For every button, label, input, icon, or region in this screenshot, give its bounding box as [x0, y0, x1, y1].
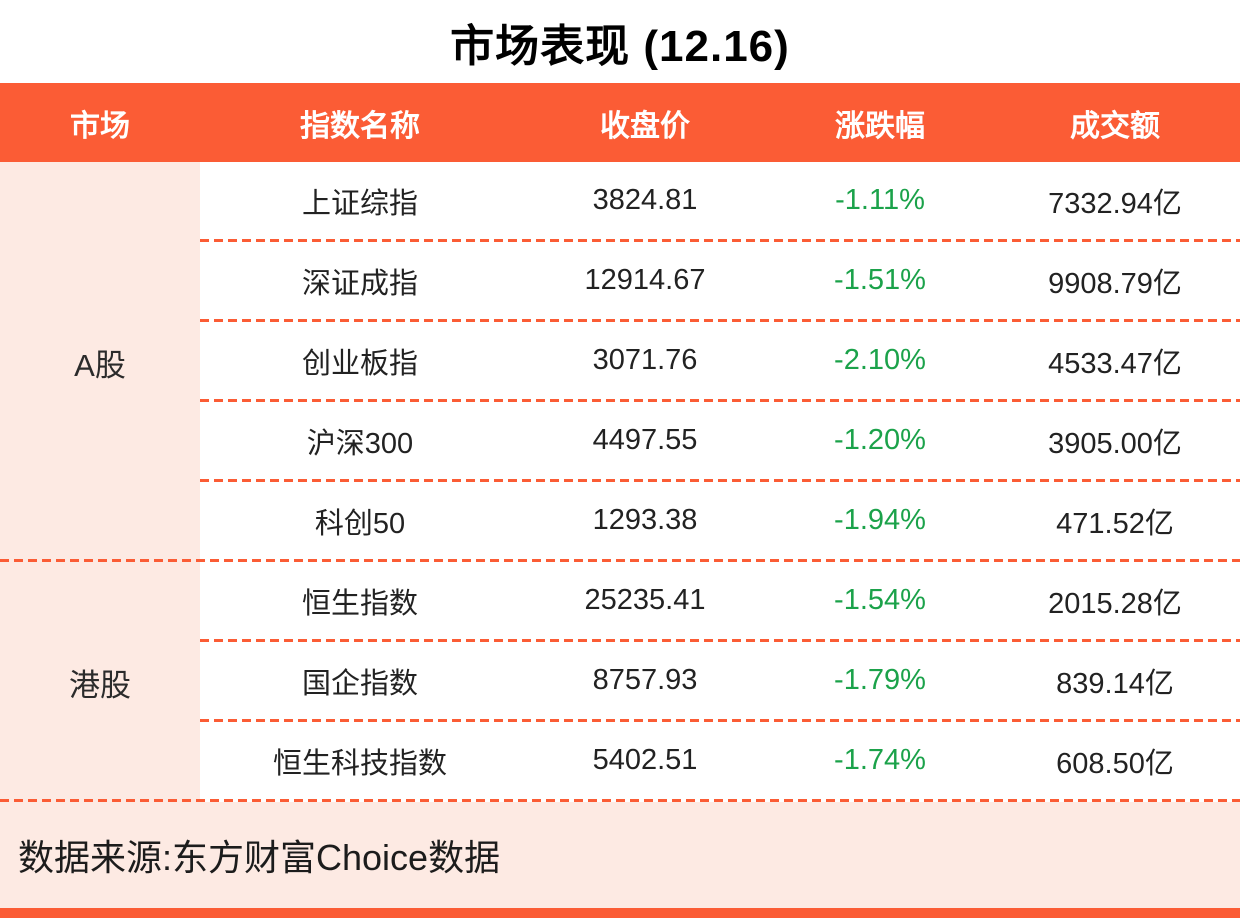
change-percent: -1.74% [834, 744, 926, 776]
market-group-hk-shares: 港股 恒生指数 25235.41 -1.54% 2015.28亿 国企指数 87… [0, 562, 1240, 802]
close-price: 4497.55 [592, 424, 698, 456]
row-divider [200, 719, 1240, 722]
change-percent: -2.10% [834, 344, 926, 376]
turnover: 3905.00亿 [1048, 427, 1182, 460]
index-name: 上证综指 [301, 187, 418, 220]
market-group-a-shares: A股 上证综指 3824.81 -1.11% 7332.94亿 深证成指 129… [0, 162, 1240, 562]
turnover: 4533.47亿 [1048, 347, 1182, 380]
row-divider [200, 239, 1240, 242]
turnover: 839.14亿 [1056, 667, 1174, 700]
change-percent: -1.51% [834, 264, 926, 296]
market-label: 港股 [0, 562, 200, 802]
group-divider [0, 559, 1240, 562]
data-source-text: 数据来源:东方财富Choice数据 [18, 837, 501, 878]
header-market: 市场 [70, 109, 130, 143]
row-divider [200, 399, 1240, 402]
change-percent: -1.54% [834, 584, 926, 616]
turnover: 9908.79亿 [1048, 267, 1182, 300]
table-row: 上证综指 3824.81 -1.11% 7332.94亿 [200, 162, 1240, 239]
group-divider [0, 799, 1240, 802]
close-price: 3071.76 [592, 344, 698, 376]
index-name: 恒生指数 [301, 587, 418, 620]
header-turnover: 成交额 [1070, 109, 1160, 143]
table-row: 沪深300 4497.55 -1.20% 3905.00亿 [200, 402, 1240, 479]
header-change-percent: 涨跌幅 [835, 109, 925, 143]
index-name: 科创50 [314, 507, 406, 540]
header-index-name: 指数名称 [300, 109, 420, 143]
change-percent: -1.79% [834, 664, 926, 696]
index-name: 创业板指 [301, 347, 418, 380]
close-price: 25235.41 [584, 584, 706, 616]
index-name: 国企指数 [301, 667, 418, 700]
table-row: 恒生科技指数 5402.51 -1.74% 608.50亿 [200, 722, 1240, 799]
title-bar: 市场表现 (12.16) [0, 0, 1240, 83]
table-row: 科创50 1293.38 -1.94% 471.52亿 [200, 482, 1240, 559]
page-title: 市场表现 (12.16) [450, 21, 790, 71]
table-row: 恒生指数 25235.41 -1.54% 2015.28亿 [200, 562, 1240, 639]
header-close-price: 收盘价 [600, 109, 690, 143]
table-body: A股 上证综指 3824.81 -1.11% 7332.94亿 深证成指 129… [0, 162, 1240, 802]
close-price: 12914.67 [584, 264, 706, 296]
turnover: 471.52亿 [1056, 507, 1174, 540]
close-price: 3824.81 [592, 184, 698, 216]
change-percent: -1.20% [834, 424, 926, 456]
index-name: 沪深300 [306, 427, 414, 460]
index-name: 深证成指 [301, 267, 418, 300]
table-row: 创业板指 3071.76 -2.10% 4533.47亿 [200, 322, 1240, 399]
turnover: 7332.94亿 [1048, 187, 1182, 220]
close-price: 8757.93 [592, 664, 698, 696]
row-divider [200, 319, 1240, 322]
close-price: 1293.38 [592, 504, 698, 536]
index-name: 恒生科技指数 [272, 747, 447, 780]
turnover: 608.50亿 [1056, 747, 1174, 780]
table-row: 国企指数 8757.93 -1.79% 839.14亿 [200, 642, 1240, 719]
row-divider [200, 639, 1240, 642]
change-percent: -1.11% [835, 184, 925, 216]
bottom-accent-bar [0, 908, 1240, 918]
turnover: 2015.28亿 [1048, 587, 1182, 620]
market-label: A股 [0, 162, 200, 562]
row-divider [200, 479, 1240, 482]
table-header-row: 市场 指数名称 收盘价 涨跌幅 成交额 [0, 83, 1240, 162]
close-price: 5402.51 [592, 744, 698, 776]
data-source-footer: 数据来源:东方财富Choice数据 [0, 802, 1240, 908]
change-percent: -1.94% [834, 504, 926, 536]
table-row: 深证成指 12914.67 -1.51% 9908.79亿 [200, 242, 1240, 319]
